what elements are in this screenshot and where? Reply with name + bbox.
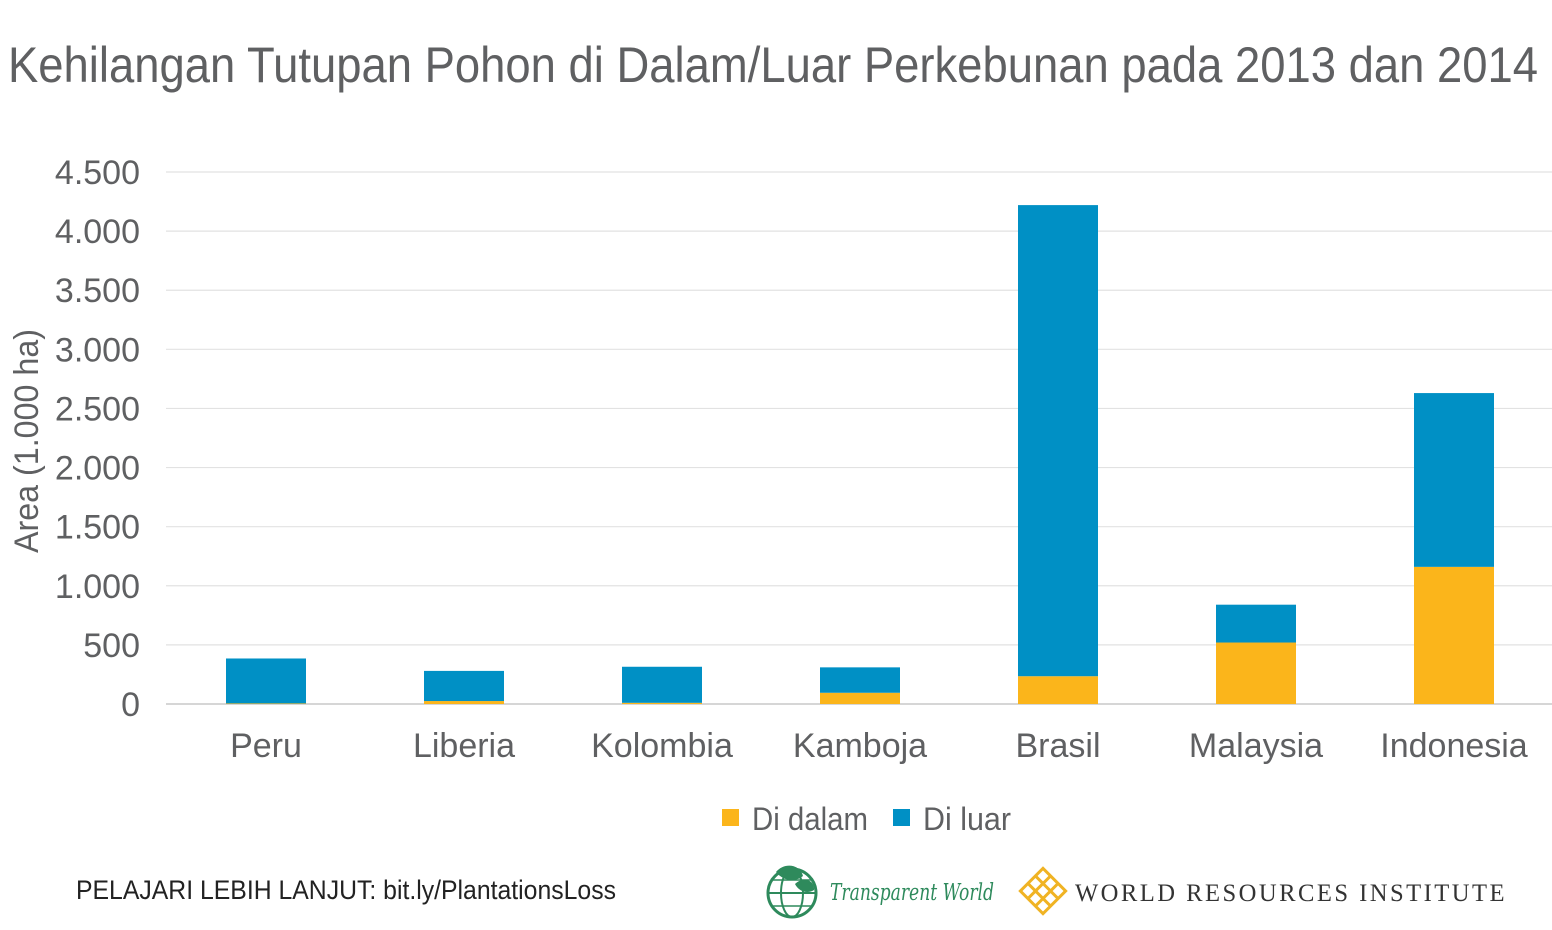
wri-name: WORLD RESOURCES INSTITUTE — [1075, 880, 1507, 907]
x-axis-categories: Peru Liberia Kolombia Kamboja Brasil Malaysia… — [230, 727, 1528, 765]
chart-title: Kehilangan Tutupan Pohon di Dalam/Luar P… — [8, 37, 1538, 93]
bar-kamboja-di-luar — [820, 667, 900, 693]
bars — [226, 205, 1494, 704]
y-tick-label: 1.000 — [55, 568, 140, 606]
bar-brasil-di-dalam — [1018, 676, 1098, 704]
lattice-star-icon — [1018, 866, 1068, 916]
globe-leaf-icon — [766, 865, 818, 919]
gridlines — [166, 171, 1552, 705]
bar-malaysia-di-luar — [1216, 604, 1296, 643]
bar-brasil-di-luar — [1018, 205, 1098, 677]
y-tick-label: 4.500 — [55, 154, 140, 192]
bar-indonesia-di-luar — [1414, 393, 1494, 567]
x-category-label: Kamboja — [793, 727, 927, 765]
legend-label-di-luar: Di luar — [923, 801, 1011, 837]
y-tick-label: 2.500 — [55, 390, 140, 428]
x-category-label: Malaysia — [1189, 727, 1323, 765]
bar-peru-di-luar — [226, 658, 306, 704]
x-category-label: Indonesia — [1380, 727, 1528, 765]
learn-more-link[interactable]: PELAJARI LEBIH LANJUT: bit.ly/Plantation… — [76, 875, 616, 905]
transparent-world-logo: Transparent World — [766, 865, 994, 919]
y-tick-label: 1.500 — [55, 509, 140, 547]
bar-peru-di-dalam — [226, 703, 306, 704]
bar-kolombia-di-luar — [622, 666, 702, 703]
bar-indonesia-di-dalam — [1414, 566, 1494, 704]
x-category-label: Liberia — [413, 727, 515, 765]
legend: Di dalam Di luar — [722, 801, 1011, 837]
y-tick-label: 0 — [121, 686, 140, 724]
bar-kamboja-di-dalam — [820, 692, 900, 704]
bar-kolombia-di-dalam — [622, 702, 702, 704]
legend-label-di-dalam: Di dalam — [752, 801, 868, 837]
bar-liberia-di-dalam — [424, 701, 504, 704]
bar-malaysia-di-dalam — [1216, 642, 1296, 704]
y-tick-label: 2.000 — [55, 450, 140, 488]
y-axis-title: Area (1.000 ha) — [8, 329, 46, 553]
legend-swatch-di-luar — [893, 809, 910, 826]
y-tick-label: 3.500 — [55, 272, 140, 310]
y-tick-label: 3.000 — [55, 331, 140, 369]
legend-swatch-di-dalam — [722, 809, 739, 826]
x-category-label: Peru — [230, 727, 302, 765]
transparent-world-name: Transparent World — [830, 880, 994, 906]
y-tick-label: 500 — [83, 627, 140, 665]
y-tick-label: 4.000 — [55, 213, 140, 251]
y-axis-ticks: 0 500 1.000 1.500 2.000 2.500 3.000 3.500 4.000 4… — [55, 154, 140, 724]
x-category-label: Brasil — [1015, 727, 1100, 765]
bar-liberia-di-luar — [424, 670, 504, 702]
wri-logo: WORLD RESOURCES INSTITUTE — [1018, 866, 1507, 916]
x-category-label: Kolombia — [591, 727, 733, 765]
